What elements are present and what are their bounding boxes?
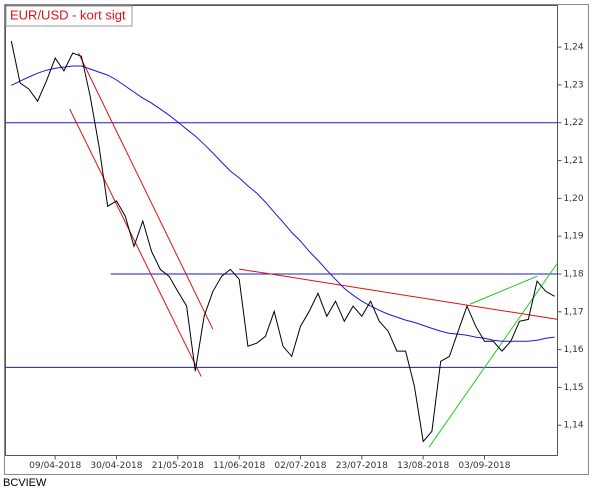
x-tick-label: 09/04-2018 xyxy=(29,461,81,471)
x-tick-label: 30/04-2018 xyxy=(90,461,142,471)
title-box xyxy=(5,5,133,27)
trend-line xyxy=(78,52,214,330)
x-tick-label: 23/07-2018 xyxy=(336,461,388,471)
x-tick-label: 11/06-2018 xyxy=(213,461,265,471)
x-tick-label: 21/05-2018 xyxy=(152,461,204,471)
y-tick-label: 1,16 xyxy=(564,345,584,355)
plot-frame xyxy=(5,5,558,456)
trend-line xyxy=(239,268,558,320)
outer-frame xyxy=(4,4,589,475)
y-tick-label: 1,22 xyxy=(564,118,584,128)
series-line xyxy=(11,65,555,342)
trend-line xyxy=(469,275,538,305)
trend-line xyxy=(428,262,558,448)
y-tick-label: 1,20 xyxy=(564,194,584,204)
y-tick-label: 1,23 xyxy=(564,80,584,90)
x-tick-label: 13/08-2018 xyxy=(397,461,449,471)
y-tick-label: 1,24 xyxy=(564,43,584,53)
y-tick-label: 1,15 xyxy=(564,383,584,393)
y-tick-label: 1,21 xyxy=(564,156,584,166)
y-tick-label: 1,14 xyxy=(564,421,584,431)
footer: BCVIEW xyxy=(3,477,47,489)
y-tick-label: 1,18 xyxy=(564,269,584,279)
y-tick-label: 1,19 xyxy=(564,232,584,242)
chart-title: EUR/USD - kort sigt xyxy=(10,7,126,22)
x-tick-label: 03/09-2018 xyxy=(458,461,510,471)
y-tick-label: 1,17 xyxy=(564,307,584,317)
series-line xyxy=(10,40,555,443)
x-tick-label: 02/07-2018 xyxy=(274,461,326,471)
